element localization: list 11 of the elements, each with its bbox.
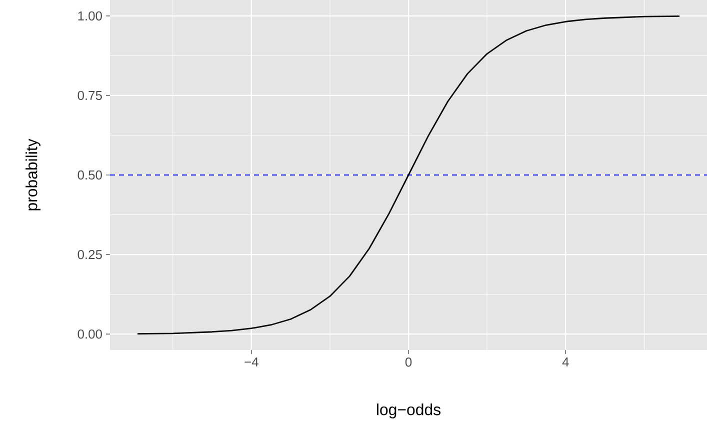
line-series	[136, 16, 680, 334]
x-tick-label: 4	[562, 358, 569, 366]
y-tick-label: 0.50	[78, 170, 102, 180]
y-tick-label: 0.75	[78, 90, 102, 100]
y-tick-label: 0.25	[78, 250, 102, 260]
y-tick-label: 1.00	[78, 11, 102, 20]
x-tick-label: −4	[244, 358, 258, 366]
x-axis-title: log−odds	[377, 404, 440, 418]
y-axis-title: probability	[26, 138, 40, 210]
y-tick-label: 0.00	[78, 330, 102, 339]
x-tick-label: 0	[405, 358, 412, 367]
